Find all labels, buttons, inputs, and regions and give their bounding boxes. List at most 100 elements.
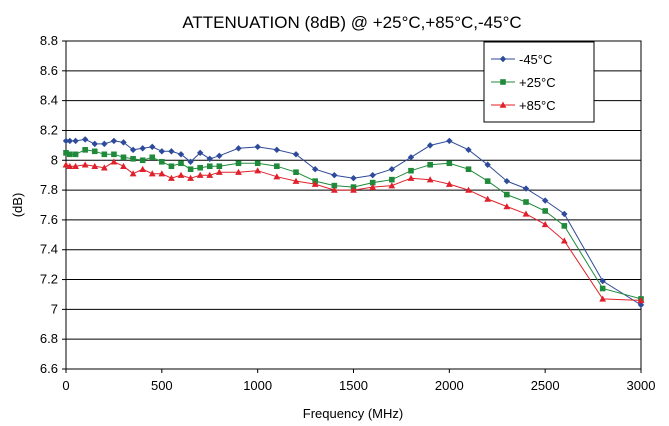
data-point (91, 162, 99, 169)
data-point (542, 208, 548, 214)
data-point (149, 154, 156, 161)
data-point (599, 295, 607, 302)
data-point (389, 176, 395, 183)
x-tick-label: 3000 (627, 378, 656, 393)
chart-title: ATTENUATION (8dB) @ +25°C,+85°C,-45°C (182, 13, 521, 32)
data-point (484, 161, 491, 168)
series-3 (62, 158, 645, 304)
data-point (369, 183, 377, 190)
data-point (177, 151, 185, 158)
data-point (67, 151, 73, 158)
data-point (72, 151, 79, 158)
legend-label: +25°C (519, 75, 556, 90)
data-point (197, 164, 203, 171)
y-tick-label: 8.8 (40, 33, 58, 48)
data-point (72, 137, 79, 145)
legend-entry: +85°C (491, 98, 556, 113)
data-point (82, 147, 88, 153)
data-point (62, 137, 70, 145)
data-point (206, 171, 214, 178)
data-point (541, 197, 549, 204)
legend-label: +85°C (519, 98, 556, 113)
data-point (465, 186, 472, 193)
legend-marker (500, 79, 506, 85)
data-point (407, 174, 415, 181)
x-tick-label: 2000 (435, 378, 464, 393)
x-tick-label: 1500 (339, 378, 368, 393)
x-tick-label: 1000 (243, 378, 272, 393)
data-point (445, 180, 453, 187)
data-point (408, 167, 414, 174)
data-point (158, 170, 166, 177)
y-tick-label: 7.4 (40, 242, 58, 257)
data-point (120, 139, 127, 146)
data-point (254, 160, 261, 167)
legend-marker (499, 101, 507, 108)
legend-entry: +25°C (491, 75, 556, 90)
y-tick-label: 8.4 (40, 93, 58, 108)
series-line (66, 138, 642, 306)
data-point (369, 171, 376, 179)
data-point (149, 143, 156, 151)
data-point (446, 137, 453, 145)
data-point (311, 166, 319, 173)
data-point (503, 177, 511, 185)
data-point (148, 170, 156, 177)
data-point (130, 155, 136, 162)
data-point (541, 220, 549, 228)
data-point (599, 277, 606, 285)
data-point (523, 199, 529, 205)
data-point (101, 140, 108, 148)
data-point (63, 150, 69, 156)
data-point (120, 162, 127, 169)
data-point (273, 173, 281, 180)
data-point (331, 171, 338, 179)
y-axis-label: (dB) (10, 193, 25, 218)
data-point (484, 178, 491, 184)
y-tick-label: 6.8 (40, 331, 58, 346)
data-point (187, 166, 194, 173)
data-point (311, 180, 319, 187)
data-point (187, 174, 194, 181)
x-tick-label: 0 (62, 378, 69, 393)
y-tick-label: 8.2 (40, 122, 58, 137)
data-point (110, 137, 118, 145)
data-point (168, 163, 175, 170)
y-tick-label: 7.2 (40, 272, 58, 287)
data-point (465, 146, 472, 154)
data-point (72, 162, 79, 169)
data-point (129, 146, 137, 154)
data-point (388, 182, 396, 189)
data-point (235, 160, 242, 167)
data-point (561, 210, 568, 218)
series-1 (62, 136, 645, 309)
data-point (560, 237, 568, 244)
data-point (350, 186, 357, 193)
data-point (350, 174, 357, 182)
data-point (206, 163, 213, 170)
data-point (330, 186, 338, 193)
data-point (235, 145, 242, 152)
data-point (196, 171, 204, 178)
data-point (139, 165, 147, 172)
data-point (504, 191, 510, 198)
data-point (91, 148, 98, 155)
y-tick-label: 7 (51, 301, 58, 316)
legend-label: -45°C (519, 52, 552, 67)
data-point (159, 158, 165, 165)
data-point (101, 151, 108, 158)
x-tick-label: 500 (151, 378, 173, 393)
data-point (215, 168, 223, 175)
data-point (66, 162, 74, 169)
series-2 (63, 147, 644, 302)
data-point (100, 164, 108, 171)
data-point (273, 146, 281, 154)
data-point (235, 168, 242, 175)
data-point (168, 148, 175, 155)
data-point (177, 171, 185, 178)
data-point (292, 151, 300, 158)
y-tick-label: 7.8 (40, 182, 58, 197)
data-point (599, 285, 606, 292)
